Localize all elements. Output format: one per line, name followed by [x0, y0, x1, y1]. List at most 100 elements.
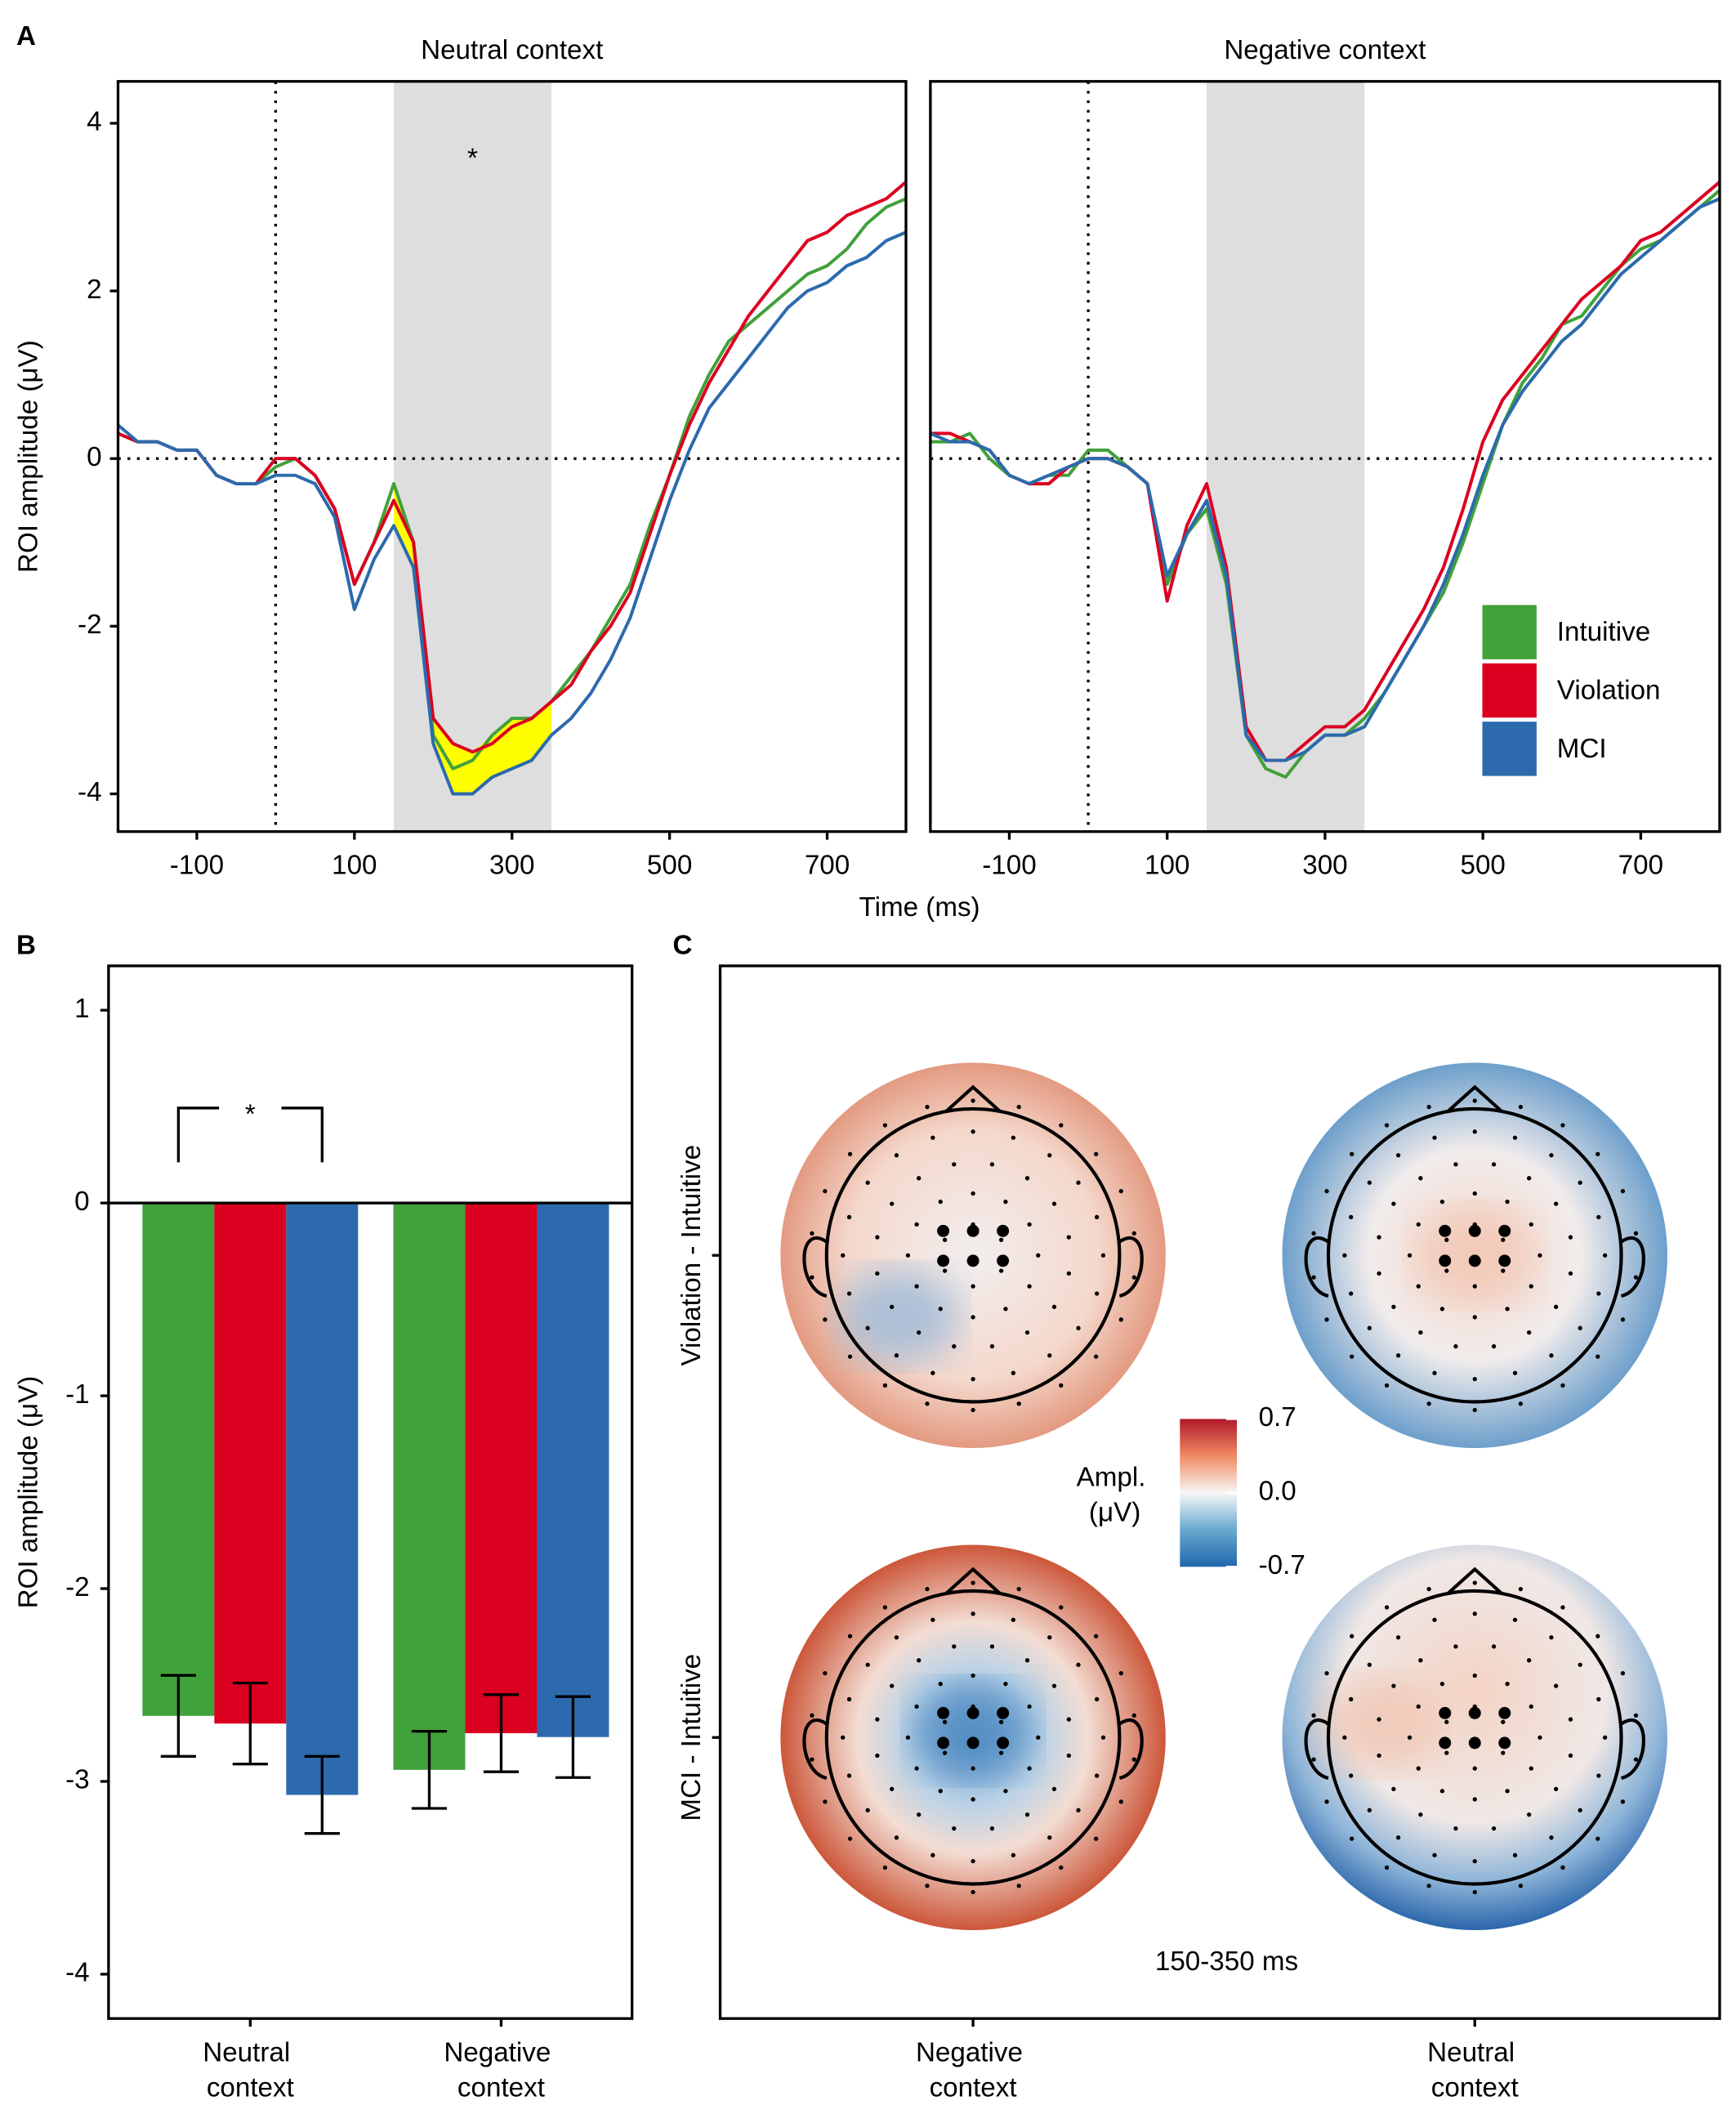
- shaded-window: [394, 81, 551, 832]
- electrode: [1011, 1370, 1015, 1375]
- colorbar-tick-label: 0.0: [1259, 1477, 1296, 1507]
- colorbar-tick-label: -0.7: [1259, 1550, 1305, 1580]
- panel-title: Neutral context: [421, 35, 603, 65]
- electrode: [1472, 1284, 1477, 1289]
- electrode: [942, 1719, 948, 1724]
- electrode: [1324, 1188, 1329, 1194]
- plot-frame: [718, 964, 1721, 2020]
- electrode: [1416, 1284, 1421, 1289]
- electrode: [1384, 1123, 1390, 1128]
- head-ear: [1118, 1236, 1144, 1298]
- electrode: [1095, 1291, 1100, 1296]
- electrode: [1426, 1884, 1431, 1888]
- electrode: [1418, 1176, 1423, 1181]
- y-tick-label: 0: [74, 1187, 89, 1217]
- electrode: [971, 1376, 975, 1382]
- electrode: [971, 1766, 975, 1771]
- electrode: [890, 1683, 895, 1688]
- electrode: [971, 1191, 975, 1196]
- electrode: [917, 1812, 922, 1817]
- roi-electrode: [966, 1736, 980, 1750]
- electrode: [1003, 1682, 1008, 1687]
- electrode: [1453, 1644, 1458, 1649]
- electrode: [875, 1271, 880, 1276]
- electrode: [1596, 1696, 1601, 1702]
- electrode: [846, 1696, 852, 1702]
- electrode: [971, 1129, 975, 1134]
- electrode: [1118, 1799, 1123, 1804]
- electrode: [1349, 1214, 1354, 1220]
- electrode: [1011, 1617, 1015, 1622]
- electrode: [1066, 1271, 1071, 1276]
- electrode: [1472, 1098, 1477, 1103]
- electrode: [1578, 1180, 1582, 1185]
- electrode: [810, 1757, 814, 1762]
- electrode: [1391, 1304, 1396, 1309]
- electrode: [1472, 1889, 1477, 1895]
- electrode: [882, 1123, 888, 1128]
- roi-electrode: [997, 1224, 1010, 1237]
- legend-label: Intuitive: [1557, 617, 1650, 647]
- electrode: [841, 1735, 846, 1740]
- annotation: 150-350 ms: [1155, 1946, 1298, 1977]
- legend-label: Violation: [1557, 675, 1661, 705]
- roi-electrode: [966, 1224, 980, 1237]
- electrode: [1416, 1222, 1421, 1227]
- electrode: [952, 1644, 957, 1649]
- electrode: [1418, 1812, 1423, 1817]
- electrode: [875, 1235, 880, 1240]
- row-label: MCI - Intuitive: [676, 1654, 707, 1821]
- y-tick-label: -4: [78, 777, 102, 807]
- electrode: [865, 1180, 870, 1185]
- electrode: [810, 1275, 814, 1280]
- significance-star: *: [245, 1100, 256, 1130]
- electrode: [1620, 1317, 1626, 1322]
- roi-electrode: [997, 1736, 1010, 1750]
- roi-electrode: [1439, 1254, 1452, 1267]
- head-ear: [802, 1719, 828, 1781]
- electrode: [989, 1826, 995, 1831]
- electrode: [1512, 1135, 1518, 1140]
- head-ear: [1304, 1719, 1330, 1781]
- electrode: [1439, 1789, 1445, 1794]
- roi-electrode: [1468, 1254, 1481, 1267]
- topomap: [780, 1062, 1166, 1448]
- electrode: [1324, 1317, 1329, 1322]
- x-tick-label: 300: [489, 851, 534, 881]
- electrode: [971, 1580, 975, 1585]
- electrode: [1407, 1735, 1412, 1740]
- significance-star: *: [467, 144, 478, 174]
- panel-letter: A: [16, 21, 36, 51]
- electrode: [1011, 1853, 1015, 1857]
- error-bar: [160, 1674, 196, 1758]
- electrode: [952, 1343, 957, 1349]
- electrode: [925, 1401, 930, 1406]
- bar: [142, 1203, 215, 1716]
- electrode: [890, 1201, 895, 1206]
- electrode: [1472, 1376, 1477, 1382]
- electrode: [905, 1735, 911, 1740]
- electrode: [1367, 1180, 1372, 1185]
- y-tick-label: -2: [78, 610, 102, 640]
- head-nose: [1446, 1084, 1503, 1113]
- electrode: [1324, 1799, 1329, 1804]
- electrode: [1384, 1605, 1390, 1610]
- electrode: [1395, 1635, 1401, 1640]
- electrode: [971, 1315, 975, 1320]
- electrode: [1620, 1670, 1626, 1676]
- electrode: [1311, 1713, 1316, 1718]
- head-nose: [944, 1084, 1002, 1113]
- electrode: [1595, 1836, 1600, 1841]
- electrode: [1118, 1670, 1123, 1676]
- electrode: [917, 1176, 922, 1181]
- x-tick-label: -100: [170, 851, 224, 881]
- y-tick-label: 4: [87, 107, 101, 137]
- column-label: Negative context: [916, 2037, 1030, 2103]
- electrode: [1553, 1786, 1559, 1791]
- x-tick-label: -100: [982, 851, 1036, 881]
- electrode: [1560, 1865, 1565, 1870]
- y-tick-label: -4: [65, 1958, 90, 1988]
- electrode: [865, 1662, 870, 1667]
- electrode: [952, 1162, 957, 1167]
- electrode: [914, 1284, 919, 1289]
